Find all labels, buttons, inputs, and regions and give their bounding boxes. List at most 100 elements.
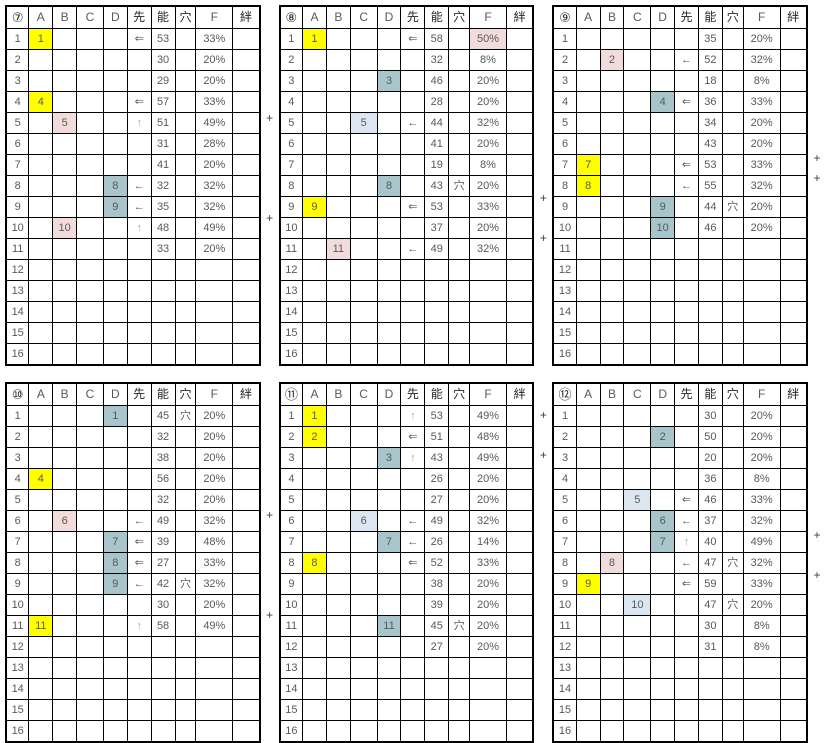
cell[interactable] — [102, 678, 128, 700]
ability-cell[interactable]: 57 — [150, 91, 176, 113]
percent-cell[interactable] — [469, 280, 507, 302]
cell[interactable] — [325, 573, 351, 595]
cell[interactable]: 5 — [52, 112, 78, 134]
sheet-label[interactable]: ⑫ — [552, 382, 577, 406]
row-number[interactable]: 2 — [552, 49, 577, 71]
ability-cell[interactable]: 55 — [697, 175, 723, 197]
cell[interactable] — [623, 720, 652, 743]
ability-cell[interactable] — [150, 720, 176, 743]
hole-cell[interactable] — [174, 280, 197, 302]
row-number[interactable]: 2 — [5, 49, 30, 71]
cell[interactable] — [28, 594, 54, 616]
arrow-cell[interactable]: ⇐ — [674, 489, 699, 511]
arrow-cell[interactable]: ← — [674, 510, 699, 532]
hole-cell[interactable] — [448, 489, 471, 511]
bond-cell[interactable] — [779, 447, 808, 469]
cell[interactable] — [376, 720, 402, 743]
cell[interactable]: 10 — [623, 594, 652, 616]
ability-cell[interactable]: 30 — [150, 49, 176, 71]
percent-cell[interactable]: 20% — [469, 133, 507, 155]
ability-cell[interactable] — [150, 280, 176, 302]
ability-cell[interactable]: 51 — [150, 112, 176, 134]
row-number[interactable]: 8 — [552, 552, 577, 574]
cell[interactable] — [599, 154, 625, 176]
percent-cell[interactable] — [195, 720, 234, 743]
cell[interactable] — [599, 133, 625, 155]
bond-cell[interactable] — [232, 615, 261, 637]
arrow-cell[interactable]: ↑ — [126, 112, 152, 134]
bond-cell[interactable] — [232, 510, 261, 532]
ability-cell[interactable]: 53 — [150, 28, 176, 50]
cell[interactable] — [376, 489, 402, 511]
cell[interactable] — [650, 133, 676, 155]
ability-cell[interactable] — [150, 657, 176, 679]
cell[interactable] — [349, 615, 378, 637]
ability-cell[interactable] — [697, 301, 723, 323]
cell[interactable] — [76, 699, 104, 721]
cell[interactable] — [126, 154, 152, 176]
cell[interactable] — [400, 489, 426, 511]
percent-cell[interactable] — [742, 678, 781, 700]
cell[interactable] — [325, 322, 351, 344]
column-header[interactable]: A — [302, 382, 327, 406]
cell[interactable] — [599, 510, 625, 532]
row-number[interactable]: 1 — [552, 28, 577, 50]
cell[interactable] — [400, 636, 426, 658]
cell[interactable]: 2 — [302, 426, 327, 448]
hole-cell[interactable] — [174, 615, 197, 637]
hole-cell[interactable] — [448, 720, 471, 743]
cell[interactable] — [52, 615, 78, 637]
cell[interactable] — [400, 259, 426, 281]
column-header[interactable]: 先 — [674, 382, 699, 406]
cell[interactable] — [349, 447, 378, 469]
ability-cell[interactable]: 33 — [150, 238, 176, 260]
cell[interactable] — [349, 594, 378, 616]
cell[interactable] — [674, 615, 699, 637]
ability-cell[interactable]: 26 — [424, 531, 450, 553]
cell[interactable] — [76, 426, 104, 448]
ability-cell[interactable] — [697, 678, 723, 700]
row-number[interactable]: 14 — [279, 678, 304, 700]
cell[interactable] — [650, 594, 676, 616]
cell[interactable] — [76, 594, 104, 616]
percent-cell[interactable]: 20% — [469, 70, 507, 92]
cell[interactable] — [575, 133, 601, 155]
ability-cell[interactable] — [424, 343, 450, 366]
percent-cell[interactable]: 32% — [469, 112, 507, 134]
ability-cell[interactable]: 58 — [150, 615, 176, 637]
hole-cell[interactable] — [448, 699, 471, 721]
cell[interactable] — [623, 217, 652, 239]
row-number[interactable]: 4 — [279, 91, 304, 113]
bond-cell[interactable] — [232, 238, 261, 260]
cell[interactable] — [400, 280, 426, 302]
arrow-cell[interactable]: ↑ — [126, 217, 152, 239]
cell[interactable] — [28, 238, 54, 260]
cell[interactable] — [52, 573, 78, 595]
cell[interactable] — [302, 133, 327, 155]
percent-cell[interactable] — [195, 699, 234, 721]
cell[interactable] — [599, 489, 625, 511]
cell[interactable] — [349, 280, 378, 302]
cell[interactable] — [52, 28, 78, 50]
hole-cell[interactable] — [448, 636, 471, 658]
cell[interactable] — [325, 426, 351, 448]
cell[interactable] — [650, 343, 676, 366]
cell[interactable]: 9 — [102, 573, 128, 595]
percent-cell[interactable]: 8% — [742, 468, 781, 490]
cell[interactable] — [650, 238, 676, 260]
cell[interactable] — [376, 343, 402, 366]
cell[interactable] — [623, 28, 652, 50]
cell[interactable] — [102, 594, 128, 616]
cell[interactable] — [623, 531, 652, 553]
bond-cell[interactable] — [505, 91, 534, 113]
cell[interactable] — [623, 552, 652, 574]
cell[interactable] — [325, 720, 351, 743]
cell[interactable] — [599, 28, 625, 50]
column-header[interactable]: F — [742, 382, 781, 406]
cell[interactable] — [349, 343, 378, 366]
cell[interactable] — [325, 489, 351, 511]
column-header[interactable]: A — [575, 5, 601, 29]
ability-cell[interactable]: 40 — [697, 531, 723, 553]
cell[interactable] — [400, 49, 426, 71]
cell[interactable] — [102, 615, 128, 637]
